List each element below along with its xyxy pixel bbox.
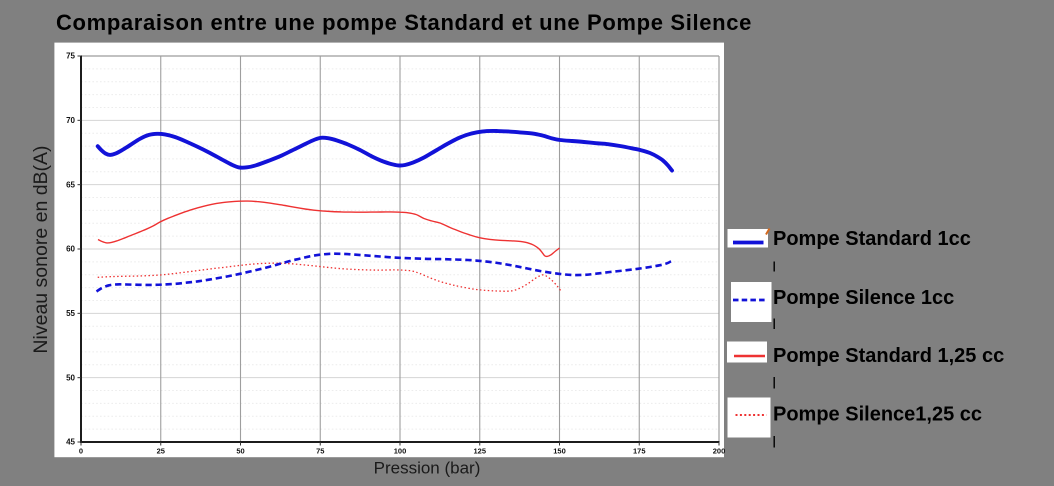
svg-text:100: 100 xyxy=(394,447,407,456)
svg-text:70: 70 xyxy=(66,116,75,125)
svg-text:Pompe Silence 1cc: Pompe Silence 1cc xyxy=(773,287,954,309)
svg-text:150: 150 xyxy=(553,447,566,456)
svg-text:Pompe Standard 1,25 cc: Pompe Standard 1,25 cc xyxy=(773,345,1004,367)
svg-text:50: 50 xyxy=(66,373,75,382)
svg-text:25: 25 xyxy=(157,447,165,456)
svg-text:60: 60 xyxy=(66,245,75,254)
svg-text:Pompe Standard 1cc: Pompe Standard 1cc xyxy=(773,228,971,250)
svg-text:0: 0 xyxy=(79,447,83,456)
svg-text:65: 65 xyxy=(66,180,75,189)
svg-text:Pression (bar): Pression (bar) xyxy=(374,459,481,478)
svg-text:75: 75 xyxy=(66,52,75,61)
svg-text:50: 50 xyxy=(236,447,244,456)
svg-text:200: 200 xyxy=(713,447,726,456)
svg-text:175: 175 xyxy=(633,447,646,456)
svg-text:75: 75 xyxy=(316,447,324,456)
svg-text:55: 55 xyxy=(66,309,75,318)
svg-text:Pompe Silence1,25 cc: Pompe Silence1,25 cc xyxy=(773,404,982,426)
svg-text:Comparaison entre une pompe St: Comparaison entre une pompe Standard et … xyxy=(56,10,752,35)
svg-text:Niveau sonore en dB(A): Niveau sonore en dB(A) xyxy=(30,145,52,353)
svg-text:45: 45 xyxy=(66,438,75,447)
svg-text:125: 125 xyxy=(473,447,486,456)
